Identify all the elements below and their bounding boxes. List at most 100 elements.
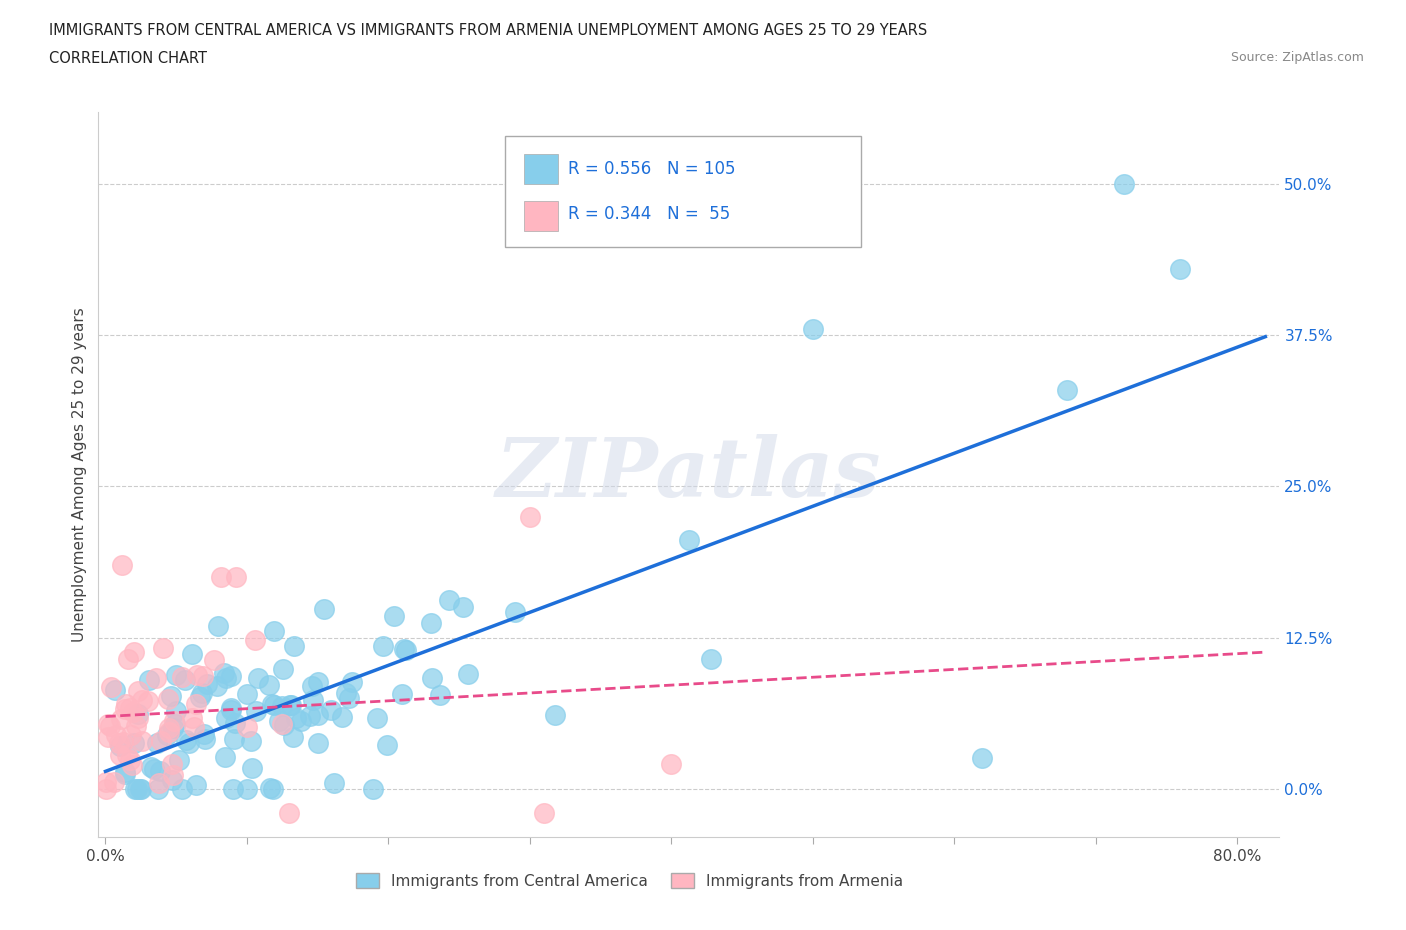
Point	[361, 781, 384, 796]
Point	[222, 781, 245, 796]
Point	[142, 762, 165, 777]
Point	[125, 781, 148, 796]
Point	[260, 697, 283, 711]
Point	[122, 705, 145, 720]
Point	[162, 767, 184, 782]
Text: Source: ZipAtlas.com: Source: ZipAtlas.com	[1230, 51, 1364, 64]
Point	[120, 727, 142, 742]
Point	[314, 602, 336, 617]
Point	[107, 736, 129, 751]
Point	[195, 677, 218, 692]
Point	[159, 689, 181, 704]
Point	[391, 686, 413, 701]
Point	[659, 757, 682, 772]
Point	[122, 644, 145, 659]
Point	[172, 781, 194, 796]
Point	[505, 604, 527, 619]
Point	[236, 781, 259, 796]
Point	[224, 732, 246, 747]
Point	[129, 781, 152, 796]
Point	[181, 711, 204, 725]
Point	[240, 761, 263, 776]
Point	[219, 701, 242, 716]
Point	[100, 719, 122, 734]
Point	[382, 608, 405, 623]
Point	[247, 671, 270, 685]
Point	[165, 668, 187, 683]
Point	[371, 638, 394, 653]
Point	[290, 713, 312, 728]
Point	[278, 805, 301, 820]
Point	[184, 777, 207, 792]
Point	[162, 720, 184, 735]
Point	[801, 322, 824, 337]
Point	[335, 685, 357, 700]
Point	[148, 781, 170, 796]
Point	[205, 679, 228, 694]
Point	[145, 671, 167, 685]
Point	[108, 738, 131, 753]
Point	[340, 674, 363, 689]
Point	[307, 708, 329, 723]
Point	[273, 718, 295, 733]
Point	[165, 716, 187, 731]
Point	[236, 686, 259, 701]
Point	[188, 690, 211, 705]
Point	[104, 683, 127, 698]
Point	[202, 653, 225, 668]
Point	[270, 698, 292, 713]
Point	[1112, 177, 1135, 192]
Point	[224, 716, 246, 731]
Point	[120, 752, 142, 767]
Point	[194, 732, 217, 747]
Point	[319, 703, 342, 718]
Point	[301, 678, 323, 693]
Text: R = 0.556   N = 105: R = 0.556 N = 105	[568, 160, 735, 178]
Point	[239, 734, 262, 749]
Point	[97, 717, 120, 732]
Point	[115, 697, 138, 711]
Point	[148, 776, 170, 790]
Point	[259, 781, 281, 796]
Point	[437, 593, 460, 608]
Point	[337, 690, 360, 705]
Point	[283, 639, 305, 654]
Point	[157, 724, 180, 739]
Point	[191, 685, 214, 700]
Point	[103, 775, 125, 790]
Point	[302, 693, 325, 708]
Point	[243, 632, 266, 647]
Point	[420, 616, 443, 631]
Point	[972, 751, 994, 766]
Point	[236, 719, 259, 734]
Point	[127, 684, 149, 698]
Point	[215, 671, 238, 685]
Point	[94, 775, 117, 790]
Point	[207, 618, 229, 633]
Point	[184, 697, 207, 711]
Point	[392, 642, 415, 657]
Point	[177, 736, 200, 751]
Point	[375, 737, 398, 752]
Point	[111, 558, 134, 573]
Point	[162, 713, 184, 728]
Text: IMMIGRANTS FROM CENTRAL AMERICA VS IMMIGRANTS FROM ARMENIA UNEMPLOYMENT AMONG AG: IMMIGRANTS FROM CENTRAL AMERICA VS IMMIG…	[49, 23, 928, 38]
Point	[323, 776, 346, 790]
Point	[271, 716, 294, 731]
Point	[700, 651, 723, 666]
Point	[167, 752, 190, 767]
Point	[114, 765, 136, 780]
Point	[124, 719, 146, 734]
Point	[124, 781, 146, 796]
Point	[157, 692, 180, 707]
Point	[111, 735, 134, 750]
Point	[262, 781, 284, 796]
Point	[245, 703, 267, 718]
Legend: Immigrants from Central America, Immigrants from Armenia: Immigrants from Central America, Immigra…	[350, 867, 910, 895]
Point	[181, 647, 204, 662]
Point	[299, 709, 322, 724]
Point	[146, 736, 169, 751]
Point	[105, 728, 128, 743]
Point	[544, 708, 567, 723]
Point	[429, 687, 451, 702]
